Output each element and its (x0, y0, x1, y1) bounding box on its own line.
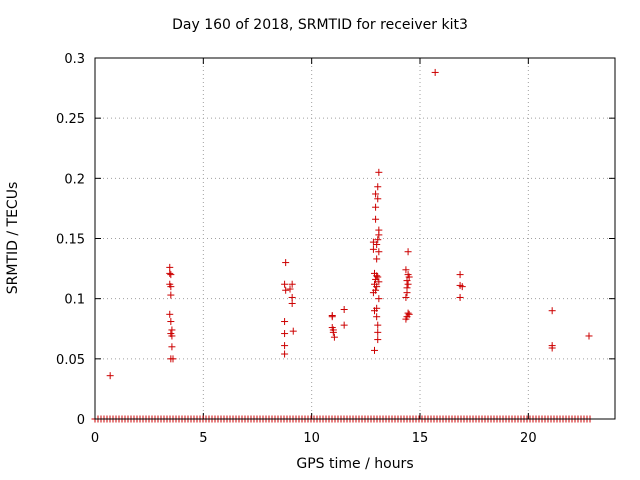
data-points (106, 68, 593, 380)
y-tick-label: 0.15 (56, 233, 85, 248)
data-point (288, 299, 296, 307)
data-point (548, 344, 556, 352)
data-point (166, 310, 174, 318)
data-point (548, 307, 556, 315)
data-point (404, 248, 412, 256)
data-point (375, 295, 383, 303)
data-point (371, 307, 378, 315)
plot-frame (94, 57, 616, 420)
data-point (375, 278, 383, 286)
data-point (372, 190, 380, 198)
data-point (585, 332, 593, 340)
data-point (373, 272, 381, 280)
y-tick-label: 0.2 (64, 172, 85, 187)
data-point (329, 328, 337, 336)
data-point (374, 336, 382, 344)
data-point (281, 342, 289, 350)
data-point (281, 330, 289, 338)
data-point (166, 269, 174, 277)
grid-lines (95, 58, 615, 419)
data-point (281, 318, 289, 326)
data-point (402, 293, 410, 301)
data-point (374, 183, 382, 191)
data-point (168, 326, 176, 334)
data-point (375, 231, 383, 239)
y-tick-label: 0.1 (64, 293, 85, 308)
data-point (373, 255, 381, 263)
x-tick-label: 10 (303, 431, 320, 446)
data-point (281, 280, 289, 288)
data-point (403, 277, 411, 285)
data-point (330, 333, 338, 341)
data-point (288, 293, 296, 301)
x-axis-label: GPS time / hours (296, 456, 414, 472)
data-point (374, 321, 382, 329)
data-point (372, 203, 380, 211)
data-point (167, 318, 175, 326)
data-point (375, 168, 383, 176)
data-point (282, 259, 290, 267)
data-point (168, 332, 176, 340)
data-point (282, 286, 290, 294)
axis-ticks: 0 0.05 0.1 0.15 0.2 0.25 0.3 0 5 10 15 20 (56, 52, 615, 446)
data-point (288, 280, 296, 288)
data-point (372, 215, 380, 223)
data-point (373, 241, 381, 249)
data-point (402, 315, 410, 323)
data-point (374, 236, 382, 244)
data-point (328, 313, 336, 321)
data-point (166, 263, 174, 271)
data-point (289, 327, 297, 335)
data-point (369, 245, 377, 253)
data-point (340, 321, 348, 329)
data-point (404, 280, 412, 288)
data-point (373, 313, 381, 321)
data-point (340, 305, 348, 313)
data-point (458, 283, 466, 291)
data-point (374, 195, 382, 203)
data-point (369, 289, 377, 297)
data-point (405, 273, 413, 281)
y-tick-label: 0.25 (56, 112, 85, 127)
x-tick-label: 5 (199, 431, 207, 446)
data-point (286, 285, 294, 293)
data-point (403, 289, 411, 297)
data-point (169, 355, 177, 363)
x-tick-label: 20 (520, 431, 537, 446)
x-tick-label: 0 (91, 431, 99, 446)
data-point (168, 343, 176, 351)
data-point (106, 372, 114, 380)
data-point (404, 309, 412, 317)
data-point (375, 248, 383, 256)
data-point (167, 283, 175, 291)
data-point (371, 346, 378, 354)
data-point (281, 350, 289, 358)
chart-title: Day 160 of 2018, SRMTID for receiver kit… (172, 17, 468, 33)
x-tick-label: 15 (412, 431, 429, 446)
data-point (373, 283, 381, 291)
y-tick-label: 0 (77, 413, 85, 428)
data-point (374, 328, 382, 336)
data-point (456, 271, 464, 279)
y-tick-label: 0.3 (64, 52, 85, 67)
data-point (167, 291, 175, 299)
y-tick-label: 0.05 (56, 353, 85, 368)
data-point (402, 266, 410, 274)
data-point (167, 271, 175, 279)
data-point (431, 68, 439, 76)
data-point (456, 293, 464, 301)
